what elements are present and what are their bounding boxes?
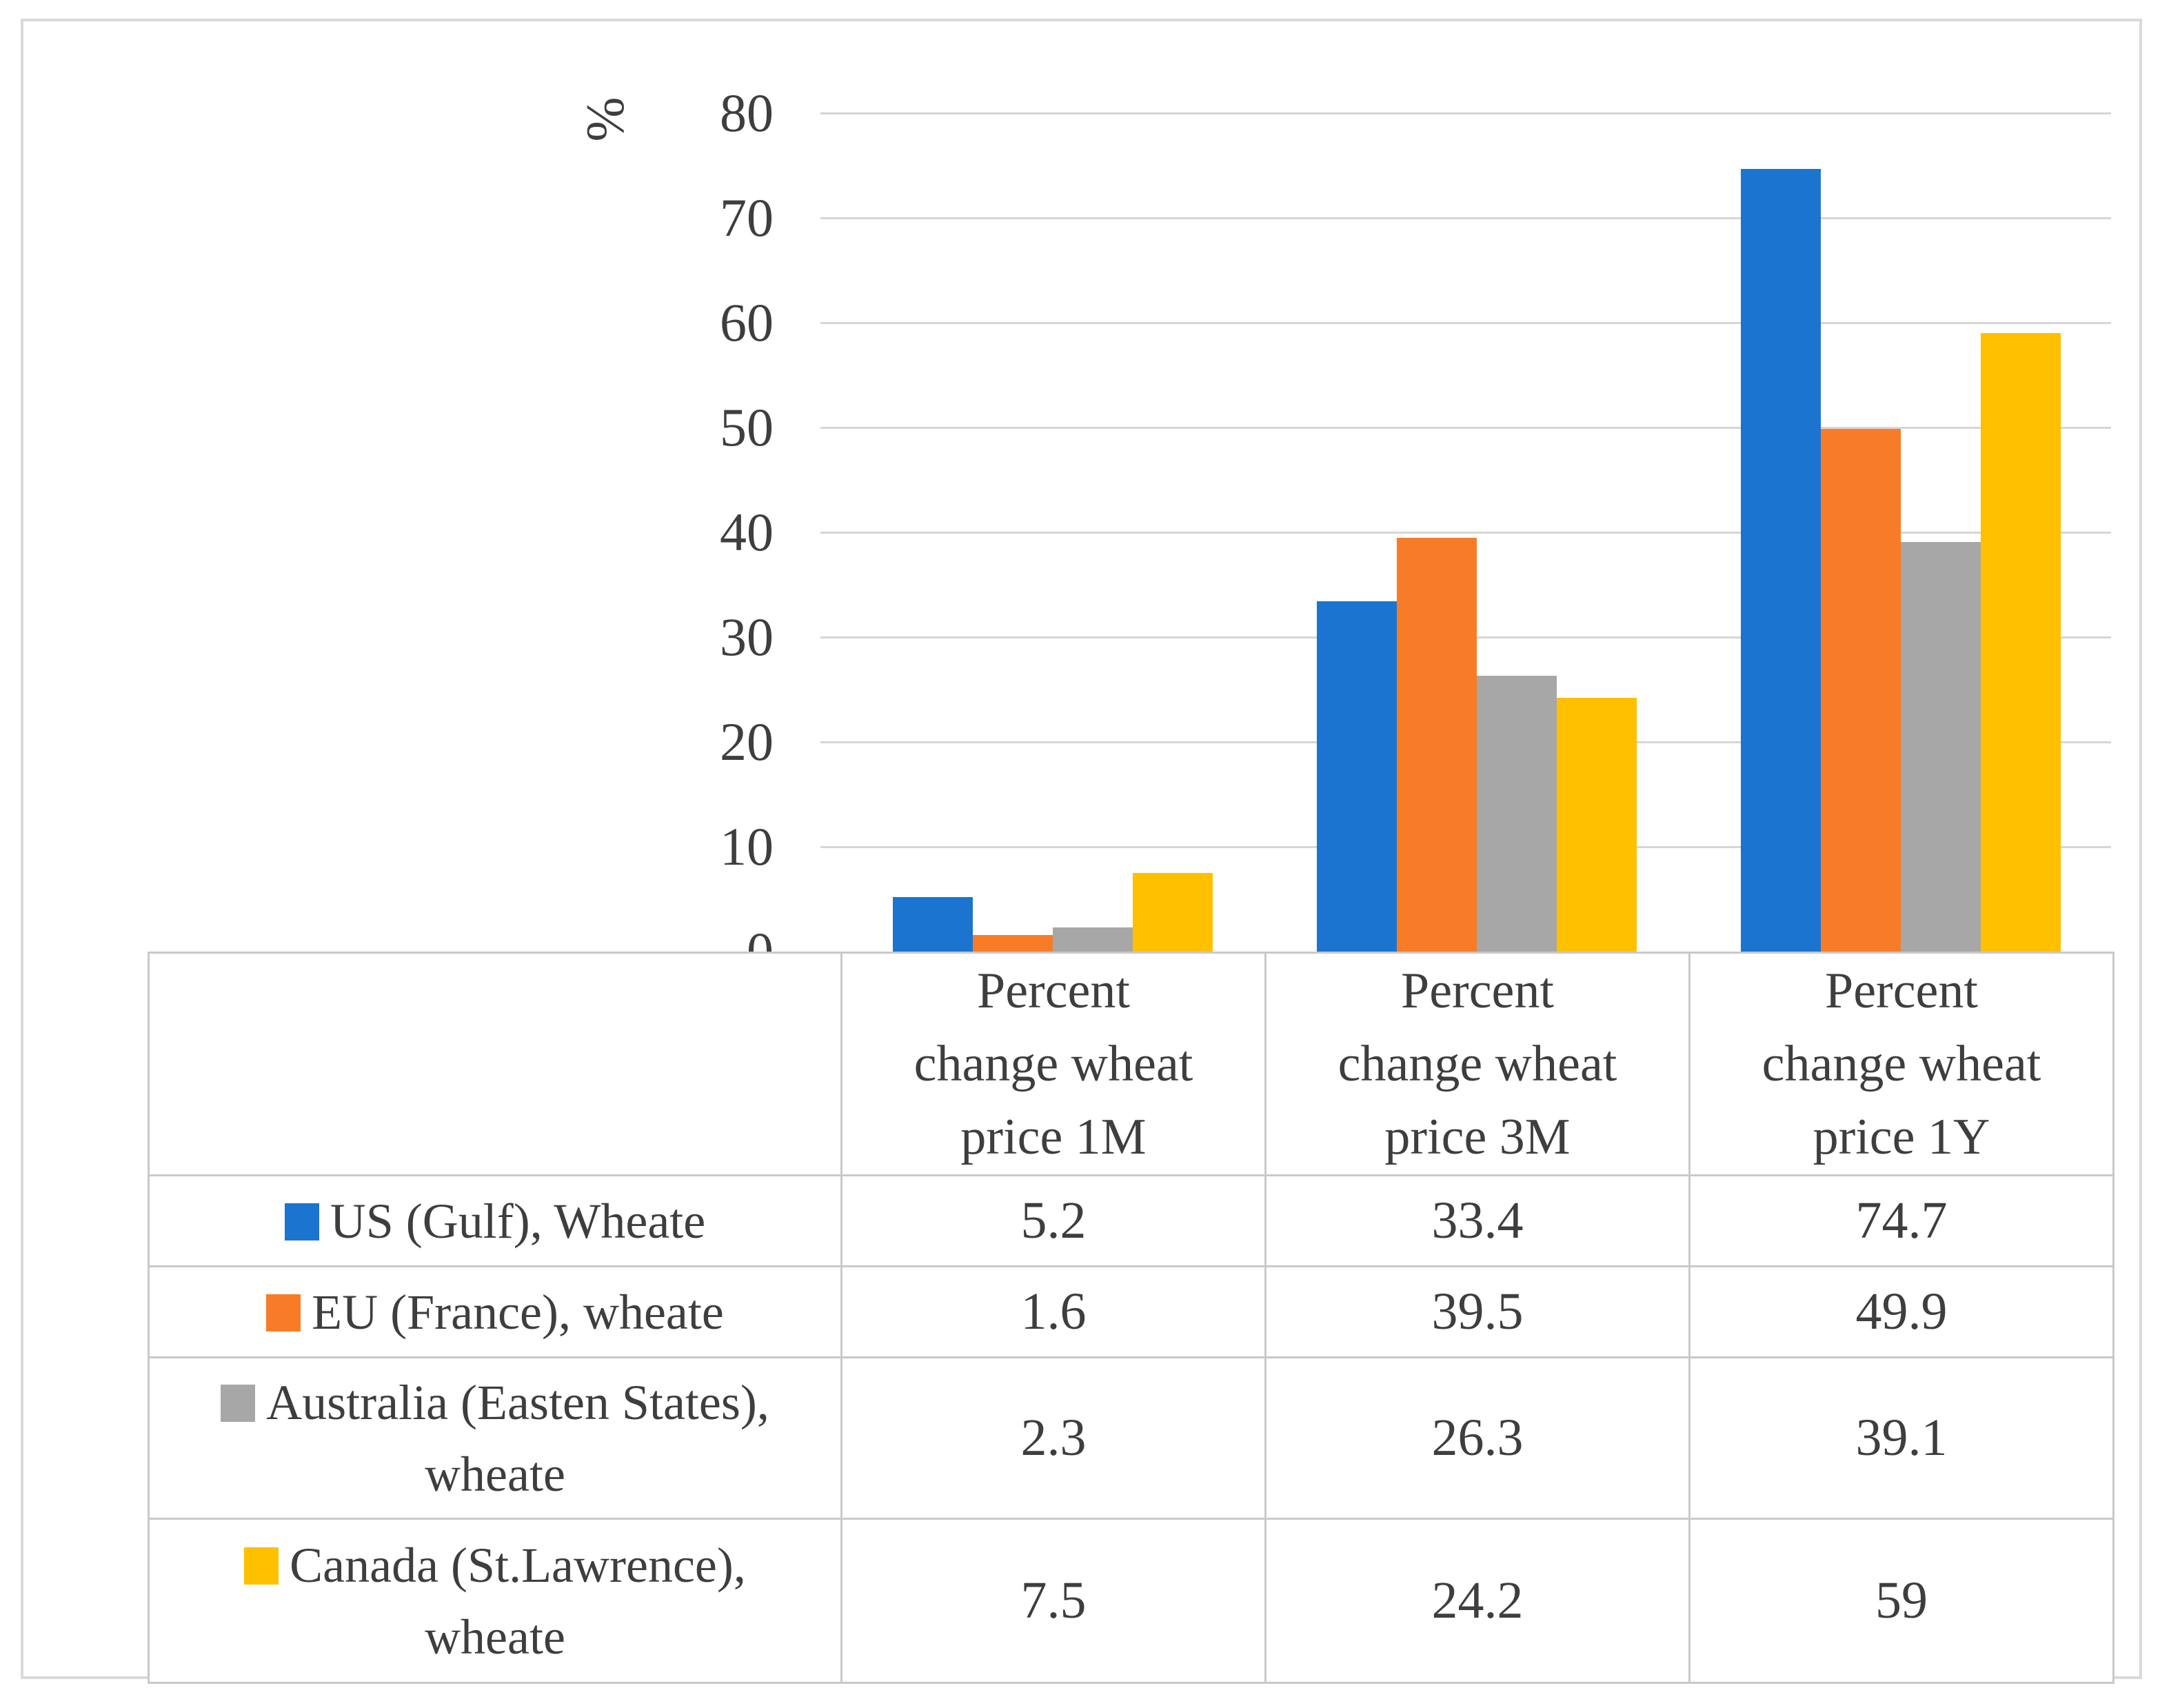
column-header: Percent change wheat price 1Y bbox=[1688, 952, 2114, 1176]
value-cell: 33.4 bbox=[1264, 1174, 1690, 1267]
y-tick-label: 50 bbox=[720, 397, 774, 457]
gridline bbox=[820, 112, 2111, 114]
legend-swatch bbox=[244, 1547, 279, 1585]
value-cell: 39.5 bbox=[1264, 1265, 1690, 1358]
series-name: US (Gulf), Wheate bbox=[330, 1193, 706, 1249]
value-cell: 5.2 bbox=[840, 1174, 1266, 1267]
legend-swatch bbox=[221, 1384, 256, 1422]
bar bbox=[1740, 168, 1821, 952]
bar bbox=[1396, 537, 1477, 952]
value-cell: 39.1 bbox=[1688, 1356, 2114, 1520]
y-axis-title: % bbox=[575, 97, 635, 142]
gridline bbox=[820, 426, 2111, 429]
bar bbox=[1316, 601, 1397, 952]
bar-chart: 0 10 20 30 40 50 60 70 80 % bbox=[23, 21, 2139, 1676]
series-name: EU (France), wheate bbox=[312, 1284, 724, 1340]
column-header: Percent change wheat price 3M bbox=[1264, 952, 1690, 1176]
bar bbox=[1820, 428, 1901, 952]
legend-cell: EU (France), wheate bbox=[148, 1265, 842, 1358]
y-tick-label: 60 bbox=[720, 292, 774, 352]
figure-frame: 0 10 20 30 40 50 60 70 80 % Percent change wheat… bbox=[21, 19, 2142, 1684]
value-cell: 26.3 bbox=[1264, 1356, 1690, 1520]
data-table: Percent change wheat price 1M Percent cha… bbox=[148, 952, 2114, 1684]
value-cell: 59 bbox=[1688, 1518, 2114, 1684]
bar bbox=[1052, 927, 1133, 952]
table-row: Canada (St.Lawrence), wheate 7.5 24.2 59 bbox=[148, 1518, 2114, 1684]
bar bbox=[1132, 873, 1213, 952]
legend-cell: US (Gulf), Wheate bbox=[148, 1174, 842, 1267]
column-header: Percent change wheat price 1M bbox=[840, 952, 1266, 1176]
y-tick-label: 40 bbox=[720, 502, 774, 562]
bar bbox=[1476, 676, 1557, 952]
value-cell: 74.7 bbox=[1688, 1174, 2114, 1267]
y-tick-label: 30 bbox=[720, 607, 774, 667]
bar bbox=[972, 934, 1053, 952]
bar bbox=[1980, 333, 2061, 952]
gridline bbox=[820, 217, 2111, 219]
value-cell: 2.3 bbox=[840, 1356, 1266, 1520]
y-tick-label: 70 bbox=[720, 188, 774, 248]
gridline bbox=[820, 531, 2111, 534]
value-cell: 7.5 bbox=[840, 1518, 1266, 1684]
legend-swatch bbox=[284, 1203, 319, 1240]
value-cell: 49.9 bbox=[1688, 1265, 2114, 1358]
table-corner-empty bbox=[148, 952, 842, 1176]
bar bbox=[892, 896, 973, 952]
y-tick-label: 20 bbox=[720, 712, 774, 772]
y-tick-label: 10 bbox=[720, 816, 774, 876]
bar bbox=[1556, 698, 1637, 952]
value-cell: 1.6 bbox=[840, 1265, 1266, 1358]
legend-swatch bbox=[266, 1294, 301, 1332]
legend-cell: Canada (St.Lawrence), wheate bbox=[148, 1518, 842, 1684]
legend-cell: Australia (Easten States), wheate bbox=[148, 1356, 842, 1520]
table-row: Australia (Easten States), wheate 2.3 26.3… bbox=[148, 1356, 2114, 1520]
gridline bbox=[820, 321, 2111, 324]
table-row: EU (France), wheate 1.6 39.5 49.9 bbox=[148, 1265, 2114, 1358]
value-cell: 24.2 bbox=[1264, 1518, 1690, 1684]
series-name: Australia (Easten States), wheate bbox=[266, 1374, 769, 1502]
bar bbox=[1900, 541, 1981, 952]
table-row: US (Gulf), Wheate 5.2 33.4 74.7 bbox=[148, 1174, 2114, 1267]
series-name: Canada (St.Lawrence), wheate bbox=[290, 1537, 746, 1665]
y-tick-label: 80 bbox=[720, 83, 774, 143]
